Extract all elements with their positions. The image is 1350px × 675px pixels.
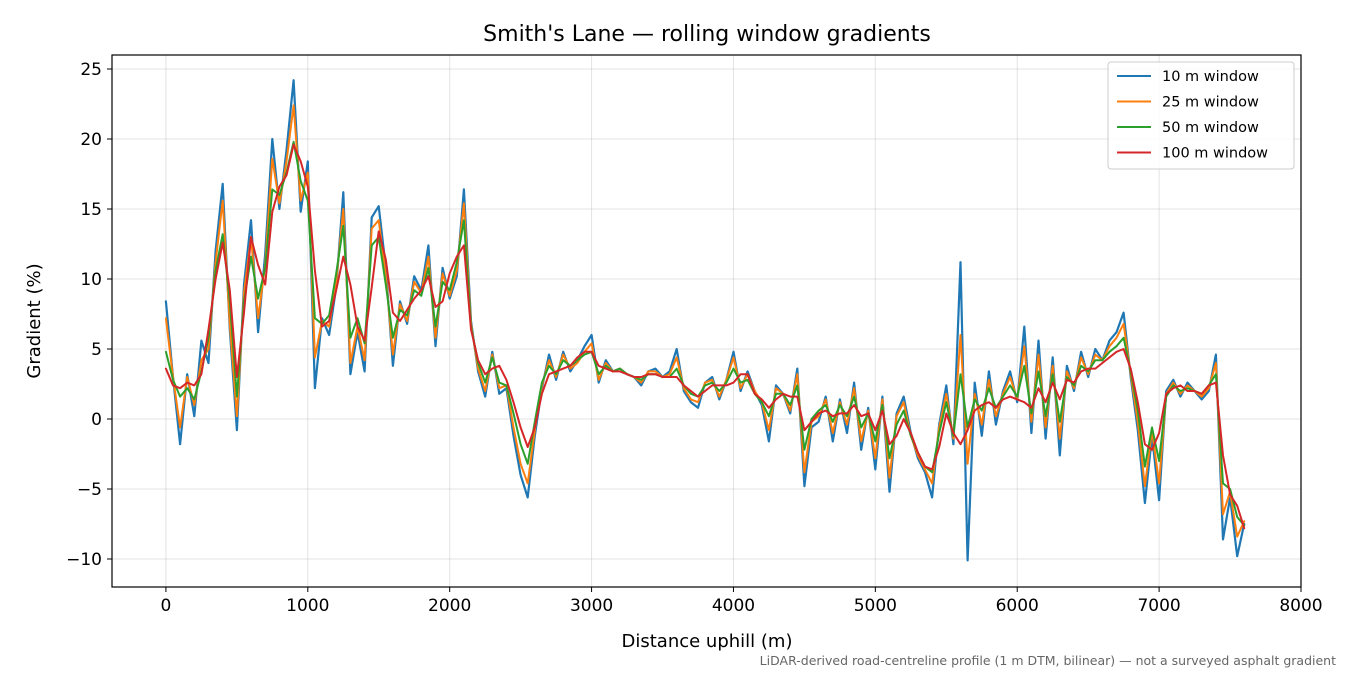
y-axis-label: Gradient (%): [24, 263, 45, 378]
y-tick-label: 5: [91, 340, 102, 360]
legend-box: [1107, 61, 1295, 170]
y-tick-label: 10: [80, 270, 102, 290]
x-tick-label: 6000: [996, 596, 1039, 616]
x-axis-label: Distance uphill (m): [622, 631, 793, 652]
x-tick-label: 0: [161, 596, 172, 616]
y-tick-label: −10: [66, 550, 102, 570]
y-tick-label: −5: [77, 480, 102, 500]
legend-items: 10 m window 25 m window 50 m window 100 m w…: [1117, 69, 1268, 162]
x-tick-label: 4000: [712, 596, 755, 616]
x-axis: 0 1000 2000 3000 4000 5000 6000 7000 8000: [161, 587, 1323, 616]
x-tick-label: 3000: [570, 596, 613, 616]
x-tick-label: 7000: [1137, 596, 1180, 616]
y-tick-label: 25: [80, 60, 102, 80]
y-tick-label: 20: [80, 130, 102, 150]
legend-label-4: 100 m window: [1162, 146, 1268, 162]
legend: 10 m window 25 m window 50 m window 100 m w…: [1107, 61, 1295, 170]
x-tick-label: 5000: [854, 596, 897, 616]
y-axis: −10 −5 0 5 10 15 20 25: [66, 60, 112, 570]
x-tick-label: 1000: [286, 596, 329, 616]
y-tick-label: 0: [91, 410, 102, 430]
x-tick-label: 2000: [428, 596, 471, 616]
plot-frame: [111, 54, 1302, 588]
legend-label-3: 50 m window: [1162, 120, 1259, 136]
y-tick-label: 15: [80, 200, 102, 220]
footnote: LiDAR-derived road-centreline profile (1…: [760, 653, 1336, 668]
legend-label-2: 25 m window: [1162, 95, 1259, 111]
chart-title: Smith's Lane — rolling window gradients: [483, 22, 931, 47]
legend-label-1: 10 m window: [1162, 69, 1259, 85]
x-tick-label: 8000: [1279, 596, 1322, 616]
series-line-4: [164, 143, 1246, 530]
series-layer: [164, 79, 1246, 562]
